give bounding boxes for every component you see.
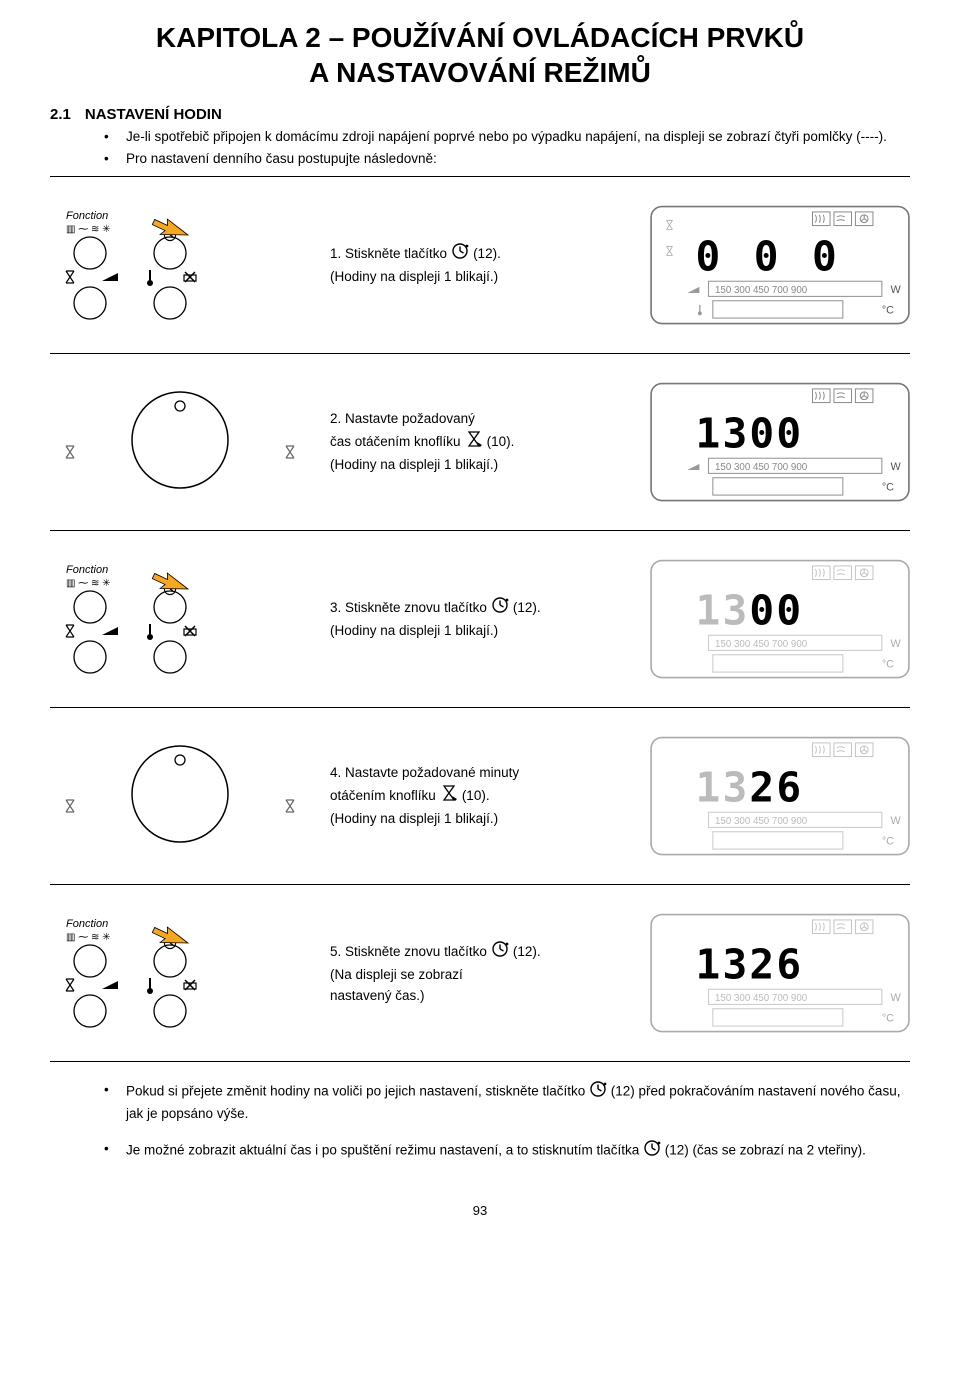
divider	[50, 707, 910, 708]
svg-text:150 300 450 700 900: 150 300 450 700 900	[715, 993, 808, 1004]
control-panel-illustration: Fonction ▥ ⁓ ≋ ✳	[50, 913, 310, 1033]
control-panel-illustration: Fonction ▥ ⁓ ≋ ✳	[50, 559, 310, 679]
control-panel-illustration	[50, 736, 310, 856]
svg-text:1326: 1326	[696, 764, 804, 812]
svg-text:W: W	[891, 284, 902, 296]
svg-text:Fonction: Fonction	[66, 564, 108, 576]
step-3: Fonction ▥ ⁓ ≋ ✳ 3. Stiskněte znovu tlač…	[50, 539, 910, 699]
svg-text:150 300 450 700 900: 150 300 450 700 900	[715, 816, 808, 827]
svg-text:W: W	[891, 992, 902, 1004]
clock-icon	[451, 242, 469, 267]
svg-text:Fonction: Fonction	[66, 210, 108, 222]
page-number: 93	[50, 1203, 910, 1218]
step-2-text: 2. Nastavte požadovaný čas otáčením knof…	[330, 409, 630, 476]
svg-text:°C: °C	[882, 836, 894, 848]
display-illustration: 1326 150 300 450 700 900 W °C	[650, 913, 910, 1033]
clock-icon	[491, 596, 509, 621]
divider	[50, 530, 910, 531]
divider	[50, 884, 910, 885]
svg-text:150 300 450 700 900: 150 300 450 700 900	[715, 285, 808, 296]
svg-text:▥ ⁓ ≋ ✳: ▥ ⁓ ≋ ✳	[66, 932, 111, 943]
step-2: 2. Nastavte požadovaný čas otáčením knof…	[50, 362, 910, 522]
svg-text:150 300 450 700 900: 150 300 450 700 900	[715, 639, 808, 650]
divider	[50, 1061, 910, 1062]
clock-icon	[589, 1080, 607, 1104]
step-4-text: 4. Nastavte požadované minuty otáčením k…	[330, 763, 630, 830]
divider	[50, 353, 910, 354]
svg-text:▥ ⁓ ≋ ✳: ▥ ⁓ ≋ ✳	[66, 578, 111, 589]
title-line2: A NASTAVOVÁNÍ REŽIMŮ	[50, 55, 910, 90]
step-1-text: 1. Stiskněte tlačítko (12). (Hodiny na d…	[330, 242, 630, 288]
bottom-notes: • Pokud si přejete změnit hodiny na voli…	[50, 1080, 910, 1163]
svg-text:°C: °C	[882, 305, 894, 317]
svg-text:▥ ⁓ ≋ ✳: ▥ ⁓ ≋ ✳	[66, 224, 111, 235]
svg-text:1326: 1326	[696, 941, 804, 989]
svg-text:1300: 1300	[696, 587, 804, 635]
section-number: 2.1	[50, 106, 71, 123]
clock-icon	[643, 1139, 661, 1163]
page-title: KAPITOLA 2 – POUŽÍVÁNÍ OVLÁDACÍCH PRVKŮ …	[50, 20, 910, 90]
section-header: 2.1 NASTAVENÍ HODIN	[50, 106, 910, 123]
svg-text:°C: °C	[882, 659, 894, 671]
divider	[50, 176, 910, 177]
svg-text:W: W	[891, 461, 902, 473]
svg-text:0 0 0: 0 0 0	[696, 233, 842, 281]
svg-text:1300: 1300	[696, 410, 804, 458]
svg-text:W: W	[891, 815, 902, 827]
step-5-text: 5. Stiskněte znovu tlačítko (12). (Na di…	[330, 940, 630, 1007]
intro-bullets: •Je-li spotřebič připojen k domácímu zdr…	[104, 127, 910, 168]
clock-icon	[491, 940, 509, 965]
display-illustration: 1300 150 300 450 700 900 W °C	[650, 559, 910, 679]
display-illustration: 1300 150 300 450 700 900 W °C	[650, 382, 910, 502]
step-4: 4. Nastavte požadované minuty otáčením k…	[50, 716, 910, 876]
display-illustration: 0 0 0 150 300 450 700 900 W °C	[650, 205, 910, 325]
svg-text:W: W	[891, 638, 902, 650]
svg-text:°C: °C	[882, 1013, 894, 1025]
svg-text:Fonction: Fonction	[66, 918, 108, 930]
hourglass-icon	[440, 784, 458, 809]
control-panel-illustration: Fonction ▥ ⁓ ≋ ✳	[50, 205, 310, 325]
section-title: NASTAVENÍ HODIN	[85, 106, 222, 123]
step-3-text: 3. Stiskněte znovu tlačítko (12). (Hodin…	[330, 596, 630, 642]
hourglass-icon	[465, 430, 483, 455]
svg-text:°C: °C	[882, 482, 894, 494]
title-line1: KAPITOLA 2 – POUŽÍVÁNÍ OVLÁDACÍCH PRVKŮ	[50, 20, 910, 55]
display-illustration: 1326 150 300 450 700 900 W °C	[650, 736, 910, 856]
intro-bullet-2: Pro nastavení denního času postupujte ná…	[126, 149, 437, 169]
svg-text:150 300 450 700 900: 150 300 450 700 900	[715, 462, 808, 473]
step-5: Fonction ▥ ⁓ ≋ ✳ 5. Stiskněte znovu tlač…	[50, 893, 910, 1053]
control-panel-illustration	[50, 382, 310, 502]
step-1: Fonction ▥ ⁓ ≋ ✳ 1. Stiskněte tlačítko (…	[50, 185, 910, 345]
intro-bullet-1: Je-li spotřebič připojen k domácímu zdro…	[126, 127, 887, 147]
